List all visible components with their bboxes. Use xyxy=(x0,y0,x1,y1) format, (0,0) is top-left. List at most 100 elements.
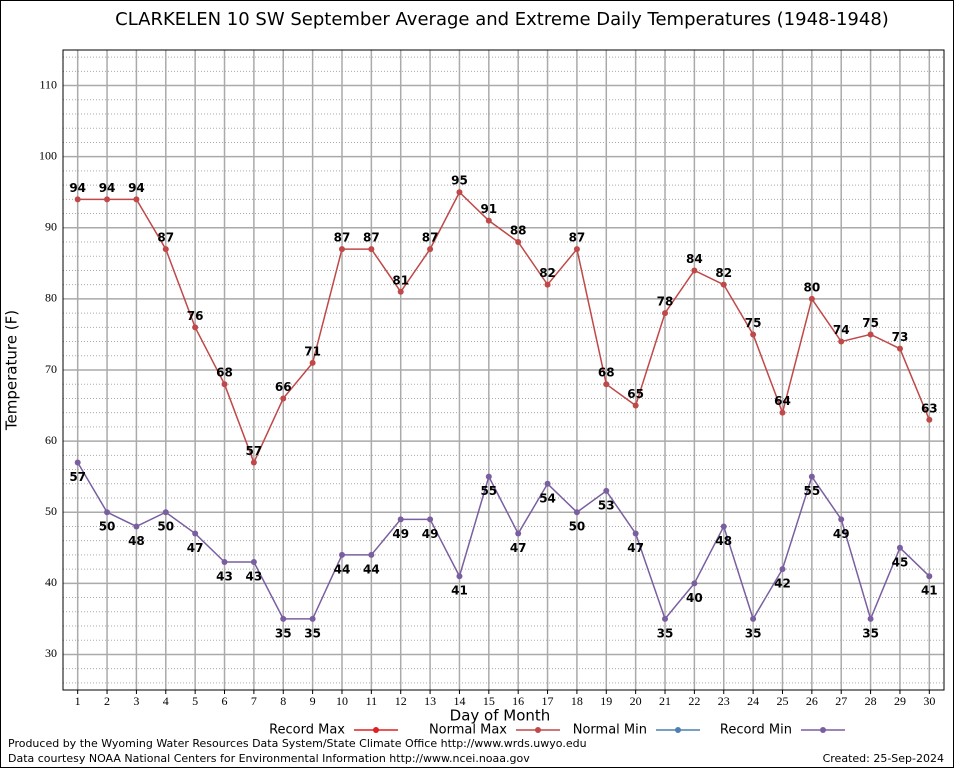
y-tick-label: 90 xyxy=(45,220,57,234)
legend-marker xyxy=(535,727,541,733)
data-label: 87 xyxy=(422,231,439,245)
x-tick-label: 29 xyxy=(894,694,906,708)
data-label: 76 xyxy=(187,309,204,323)
data-label: 50 xyxy=(569,520,586,534)
point xyxy=(720,281,727,288)
data-label: 43 xyxy=(216,570,233,584)
data-label: 44 xyxy=(363,562,380,576)
point xyxy=(544,281,551,288)
point xyxy=(162,509,169,516)
data-label: 94 xyxy=(128,181,145,195)
x-tick-label: 4 xyxy=(163,694,169,708)
footer: Produced by the Wyoming Water Resources … xyxy=(8,737,587,750)
data-label: 48 xyxy=(715,534,732,548)
y-tick-label: 60 xyxy=(45,433,57,447)
point xyxy=(515,530,522,537)
point xyxy=(603,381,610,388)
point xyxy=(867,331,874,338)
data-label: 57 xyxy=(69,470,86,484)
data-label: 47 xyxy=(187,541,204,555)
data-label: 74 xyxy=(833,323,850,337)
data-label: 35 xyxy=(862,626,879,640)
data-label: 65 xyxy=(627,387,644,401)
x-tick-label: 24 xyxy=(747,694,759,708)
point xyxy=(338,246,345,253)
x-axis-label: Day of Month xyxy=(450,707,551,725)
data-label: 64 xyxy=(774,394,791,408)
point xyxy=(838,516,845,523)
data-label: 53 xyxy=(598,498,615,512)
x-tick-label: 5 xyxy=(192,694,198,708)
point xyxy=(338,551,345,558)
data-label: 87 xyxy=(157,231,174,245)
point xyxy=(603,487,610,494)
x-tick-label: 20 xyxy=(630,694,642,708)
x-tick-label: 27 xyxy=(835,694,847,708)
point xyxy=(456,573,463,580)
data-label: 47 xyxy=(627,541,644,555)
legend-label: Record Max xyxy=(269,723,345,738)
point xyxy=(250,559,257,565)
point xyxy=(74,196,81,203)
x-tick-label: 16 xyxy=(512,694,524,708)
data-label: 75 xyxy=(862,316,879,330)
data-label: 84 xyxy=(686,252,703,266)
y-axis-label: Temperature (F) xyxy=(3,310,21,431)
point xyxy=(808,295,815,302)
point xyxy=(309,615,316,622)
point xyxy=(750,331,757,338)
x-tick-label: 30 xyxy=(923,694,935,708)
point xyxy=(662,615,669,622)
point xyxy=(485,473,492,480)
data-label: 50 xyxy=(157,520,174,534)
data-label: 57 xyxy=(246,444,263,458)
x-tick-label: 12 xyxy=(395,694,407,708)
point xyxy=(104,509,111,516)
series-line xyxy=(77,462,930,622)
point xyxy=(427,516,434,523)
data-label: 41 xyxy=(451,584,468,598)
x-tick-label: 13 xyxy=(424,694,436,708)
data-label: 50 xyxy=(99,520,116,534)
data-label: 35 xyxy=(304,626,321,640)
point xyxy=(808,473,815,480)
data-label: 87 xyxy=(569,231,586,245)
data-label: 94 xyxy=(99,181,116,195)
point xyxy=(779,409,786,416)
point xyxy=(926,573,933,580)
point xyxy=(221,559,228,565)
data-label: 47 xyxy=(510,541,527,555)
data-label: 55 xyxy=(803,484,820,498)
y-tick-label: 70 xyxy=(45,362,57,376)
data-label: 88 xyxy=(510,224,527,238)
point xyxy=(691,580,698,587)
data-label: 42 xyxy=(774,577,791,591)
data-label: 48 xyxy=(128,534,145,548)
point xyxy=(515,239,522,245)
point xyxy=(397,288,404,295)
point xyxy=(573,246,580,253)
data-label: 43 xyxy=(246,570,263,584)
x-tick-label: 7 xyxy=(251,694,257,708)
legend-label: Record Min xyxy=(720,723,792,738)
point xyxy=(250,459,257,466)
x-tick-label: 22 xyxy=(688,694,700,708)
data-label: 82 xyxy=(539,266,556,280)
point xyxy=(280,395,287,402)
point xyxy=(133,523,140,530)
x-tick-label: 15 xyxy=(483,694,495,708)
point xyxy=(867,615,874,622)
data-label: 81 xyxy=(392,273,409,287)
point xyxy=(691,267,698,274)
y-tick-label: 110 xyxy=(39,77,57,91)
data-label: 41 xyxy=(921,584,938,598)
x-tick-label: 23 xyxy=(718,694,730,708)
point xyxy=(573,509,580,516)
x-tick-label: 14 xyxy=(453,694,465,708)
data-label: 55 xyxy=(480,484,497,498)
legend-marker xyxy=(373,727,379,733)
x-tick-label: 17 xyxy=(542,694,554,708)
point xyxy=(397,516,404,523)
